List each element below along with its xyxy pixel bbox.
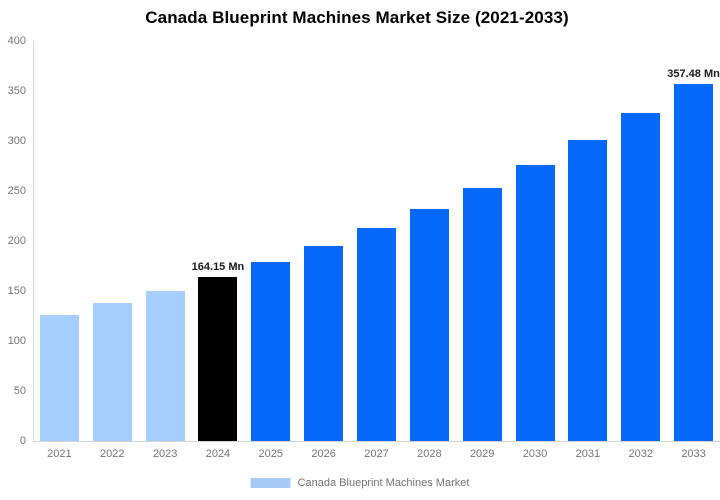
x-tick-2033: 2033	[681, 448, 706, 460]
x-tick-2032: 2032	[628, 448, 653, 460]
x-tick-2030: 2030	[522, 448, 548, 460]
x-tick-2022: 2022	[100, 448, 125, 460]
legend: Canada Blueprint Machines Market	[250, 477, 470, 489]
x-tick-2026: 2026	[311, 448, 336, 460]
bar-2023	[145, 290, 185, 441]
bar-2028	[409, 209, 449, 441]
y-tick-250: 250	[7, 184, 26, 197]
bar-2029	[462, 188, 502, 441]
bar-2025	[251, 262, 291, 441]
bar-label-2033: 357.48 Mn	[667, 67, 720, 80]
y-tick-300: 300	[7, 134, 26, 147]
y-tick-0: 0	[19, 434, 26, 447]
bar-2030	[515, 165, 555, 441]
x-tick-2031: 2031	[575, 448, 601, 460]
x-tick-2029: 2029	[469, 448, 495, 460]
legend-swatch-icon	[250, 478, 291, 488]
y-tick-150: 150	[7, 284, 26, 297]
x-tick-2028: 2028	[417, 448, 442, 460]
x-tick-2023: 2023	[152, 448, 178, 460]
x-tick-2027: 2027	[364, 448, 389, 460]
y-tick-400: 400	[7, 34, 26, 47]
bar-2027	[357, 228, 396, 441]
bar-2033	[674, 83, 714, 441]
y-tick-100: 100	[7, 334, 26, 347]
bar-2031	[568, 140, 608, 441]
bar-2024	[198, 276, 238, 441]
bar-2021	[39, 314, 79, 441]
legend-label: Canada Blueprint Machines Market	[297, 477, 470, 489]
x-tick-2025: 2025	[258, 448, 284, 460]
x-tick-2024: 2024	[205, 448, 231, 460]
chart-title: Canada Blueprint Machines Market Size (2…	[145, 8, 569, 27]
y-tick-50: 50	[13, 384, 26, 397]
y-tick-350: 350	[7, 84, 26, 97]
bar-label-2024: 164.15 Mn	[191, 260, 245, 273]
y-tick-200: 200	[7, 234, 26, 247]
bar-2026	[304, 245, 344, 441]
x-tick-2021: 2021	[47, 448, 72, 460]
x-axis-line	[33, 441, 720, 442]
bar-2022	[92, 303, 132, 441]
y-axis-line	[33, 41, 34, 441]
bar-2032	[621, 113, 661, 441]
